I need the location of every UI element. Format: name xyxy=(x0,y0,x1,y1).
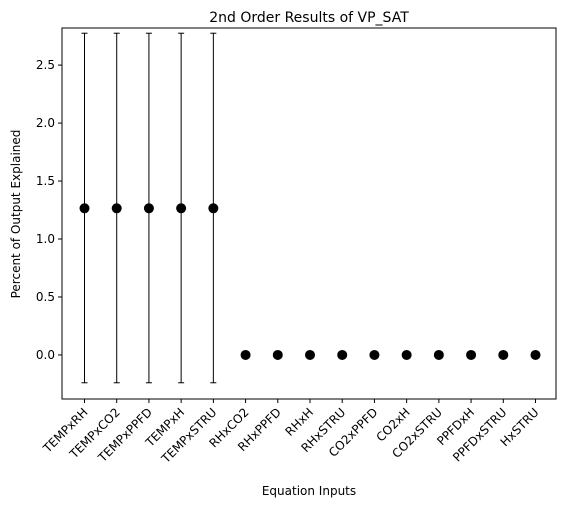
data-point xyxy=(498,349,509,360)
data-series xyxy=(79,32,541,384)
data-point xyxy=(305,349,315,360)
y-tick-label: 0.5 xyxy=(36,290,55,304)
data-point xyxy=(369,349,380,360)
data-point xyxy=(272,349,283,360)
y-axis: 0.0 0.5 1.0 1.5 2.0 2.5 xyxy=(36,58,62,362)
data-point xyxy=(530,349,541,360)
plot-area xyxy=(61,27,557,400)
chart-title: 2nd Order Results of VP_SAT xyxy=(209,10,409,26)
x-axis-label: Equation Inputs xyxy=(262,484,356,498)
y-tick-label: 2.5 xyxy=(36,58,55,72)
data-point xyxy=(208,203,219,214)
y-axis-label: Percent of Output Explained xyxy=(9,130,23,299)
data-point xyxy=(176,203,187,214)
y-tick-label: 2.0 xyxy=(36,116,55,130)
data-point xyxy=(111,203,122,214)
data-point xyxy=(433,349,444,360)
x-axis: TEMPxRHTEMPxCO2TEMPxPPFDTEMPxHTEMPxSTRUR… xyxy=(40,399,542,467)
data-point xyxy=(79,203,90,214)
y-tick-label: 1.5 xyxy=(36,174,55,188)
data-point xyxy=(240,349,251,360)
y-tick-label: 0.0 xyxy=(36,348,55,362)
data-point xyxy=(401,349,412,360)
data-point xyxy=(337,349,348,360)
data-point xyxy=(466,349,477,360)
y-tick-label: 1.0 xyxy=(36,232,55,246)
data-point xyxy=(143,203,154,214)
